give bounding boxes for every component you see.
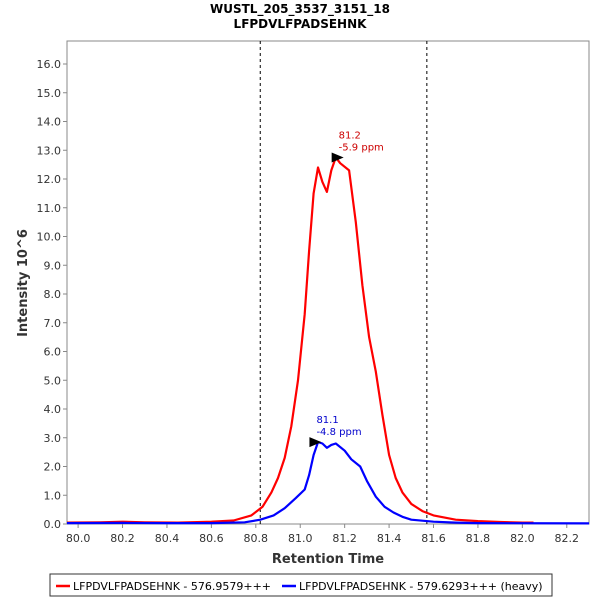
series-layer: [66, 156, 590, 525]
x-tick-label: 81.0: [288, 532, 313, 545]
x-tick-label: 80.8: [244, 532, 269, 545]
y-tick-label: 0.0: [44, 518, 62, 531]
chart-subtitle: LFPDVLFPADSEHNK: [234, 17, 368, 31]
x-tick-label: 81.2: [332, 532, 357, 545]
legend-label-heavy: LFPDVLFPADSEHNK - 579.6293+++ (heavy): [299, 580, 543, 593]
y-tick-label: 14.0: [37, 116, 62, 129]
y-tick-label: 7.0: [44, 317, 62, 330]
x-tick-label: 81.6: [421, 532, 446, 545]
y-tick-label: 15.0: [37, 87, 62, 100]
peak-marker: [309, 437, 322, 448]
peak-ppm-label: -5.9 ppm: [339, 142, 384, 153]
y-tick-label: 13.0: [37, 144, 62, 157]
x-axis: 80.0 80.2 80.4 80.6 80.8 81.0 81.2 81.4 81.6 81.8…: [66, 524, 579, 545]
plot-area: [66, 40, 590, 525]
series-line-heavy: [66, 441, 590, 525]
legend-label-light: LFPDVLFPADSEHNK - 576.9579+++: [73, 580, 271, 593]
peak-retention-label: 81.1: [316, 415, 338, 426]
y-tick-label: 8.0: [44, 288, 62, 301]
y-tick-label: 4.0: [44, 403, 62, 416]
y-axis-title: Intensity 10^6: [16, 229, 31, 337]
legend-item-light: LFPDVLFPADSEHNK - 576.9579+++: [56, 580, 271, 593]
x-tick-label: 81.8: [466, 532, 491, 545]
x-tick-label: 80.4: [155, 532, 180, 545]
y-tick-label: 12.0: [37, 173, 62, 186]
boundary-lines: [259, 41, 428, 524]
y-tick-label: 3.0: [44, 432, 62, 445]
x-axis-title: Retention Time: [272, 552, 384, 567]
series-line-light: [66, 156, 534, 524]
peak-ppm-label: -4.8 ppm: [316, 427, 361, 438]
y-tick-label: 9.0: [44, 259, 62, 272]
x-tick-label: 80.6: [199, 532, 224, 545]
x-tick-label: 81.4: [377, 532, 402, 545]
y-tick-label: 10.0: [37, 231, 62, 244]
peak-retention-label: 81.2: [339, 130, 361, 141]
y-tick-label: 16.0: [37, 58, 62, 71]
y-axis: 0.0 1.0 2.0 3.0 4.0 5.0 6.0 7.0 8.0 9.0 10.0 11.0 12…: [37, 58, 67, 531]
y-tick-label: 11.0: [37, 202, 62, 215]
x-tick-label: 82.2: [555, 532, 580, 545]
legend-box: [49, 573, 553, 597]
x-tick-label: 82.0: [510, 532, 535, 545]
x-tick-label: 80.2: [110, 532, 135, 545]
y-tick-label: 2.0: [44, 461, 62, 474]
peak-marker: [331, 152, 344, 163]
peak-annotations: 81.2-5.9 ppm 81.1-4.8 ppm: [309, 130, 384, 448]
legend-item-heavy: LFPDVLFPADSEHNK - 579.6293+++ (heavy): [282, 580, 543, 593]
x-tick-label: 80.0: [66, 532, 91, 545]
chart-title: WUSTL_205_3537_3151_18: [210, 2, 390, 17]
y-tick-label: 6.0: [44, 346, 62, 359]
y-tick-label: 1.0: [44, 489, 62, 502]
y-tick-label: 5.0: [44, 374, 62, 387]
